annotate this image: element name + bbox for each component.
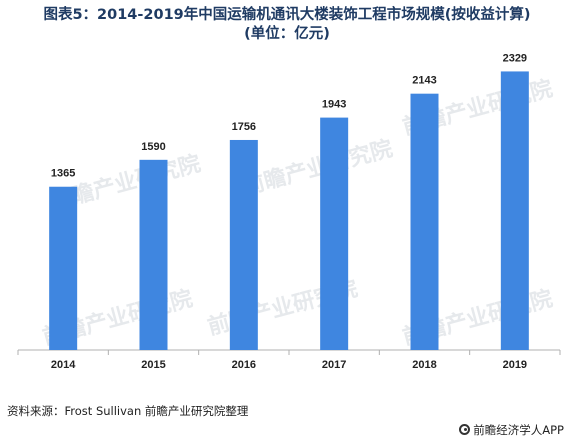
x-tick-label-2014: 2014 [51,359,76,371]
chart-title-line2: (单位：亿元) [244,26,330,42]
x-tick-label-2015: 2015 [141,359,165,371]
bar-2014 [49,186,78,350]
x-tick-label-2019: 2019 [503,359,527,371]
x-tick-label-2016: 2016 [232,359,256,371]
x-tick-label-2017: 2017 [322,359,346,371]
bar-value-label-2014: 1365 [51,168,75,180]
bar-value-label-2019: 2329 [503,52,527,64]
bar-value-label-2018: 2143 [412,75,436,87]
brand-footer: 前瞻经济学人APP [459,422,564,438]
bar-2019 [500,71,529,350]
brand-label: 前瞻经济学人APP [473,423,564,437]
bar-2018 [410,93,439,350]
bar-value-label-2015: 1590 [141,141,165,153]
chart-title: 图表5：2014-2019年中国运输机通讯大楼装饰工程市场规模(按收益计算) (… [0,6,574,44]
chart-title-line1: 图表5：2014-2019年中国运输机通讯大楼装饰工程市场规模(按收益计算) [43,7,531,23]
source-note: 资料来源：Frost Sullivan 前瞻产业研究院整理 [7,404,249,418]
bar-chart: 1365 2014 1590 2015 1756 2016 1943 2017 2143 2018… [17,52,561,371]
bar-2016 [229,139,258,350]
bar-2015 [139,159,168,350]
x-tick-label-2018: 2018 [412,359,436,371]
brand-logo-icon [459,424,471,435]
bar-value-label-2016: 1756 [232,121,256,133]
bar-value-label-2017: 1943 [322,99,346,111]
bar-2017 [320,117,349,350]
